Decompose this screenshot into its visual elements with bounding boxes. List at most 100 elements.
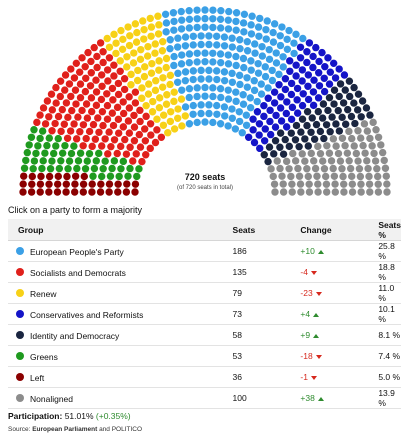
seat-dot[interactable] — [266, 106, 274, 115]
seat-dot[interactable] — [251, 49, 259, 57]
seat-dot[interactable] — [123, 63, 131, 71]
seat-dot[interactable] — [303, 58, 311, 67]
seat-dot[interactable] — [174, 105, 182, 113]
seat-dot[interactable] — [170, 52, 178, 61]
seat-dot[interactable] — [147, 69, 156, 77]
seat-dot[interactable] — [239, 19, 248, 27]
seat-dot[interactable] — [216, 85, 225, 93]
seat-dot[interactable] — [313, 172, 321, 180]
seat-dot[interactable] — [145, 80, 153, 88]
seat-dot[interactable] — [307, 149, 315, 158]
seat-dot[interactable] — [298, 101, 307, 110]
seat-dot[interactable] — [288, 180, 296, 188]
seat-dot[interactable] — [110, 136, 119, 144]
seat-dot[interactable] — [193, 49, 201, 57]
seat-dot[interactable] — [324, 106, 332, 115]
seat-dot[interactable] — [197, 66, 205, 75]
seat-dot[interactable] — [276, 32, 284, 40]
seat-dot[interactable] — [119, 123, 128, 131]
seat-dot[interactable] — [52, 83, 60, 92]
seat-dot[interactable] — [310, 76, 318, 84]
seat-dot[interactable] — [119, 35, 127, 44]
seat-dot[interactable] — [235, 117, 244, 126]
seat-dot[interactable] — [322, 188, 331, 196]
seat-dot[interactable] — [146, 120, 155, 128]
seat-dot[interactable] — [159, 111, 168, 119]
seat-dot[interactable] — [343, 149, 352, 157]
seat-dot[interactable] — [72, 59, 81, 68]
seat-dot[interactable] — [148, 108, 157, 116]
seat-dot[interactable] — [299, 34, 307, 43]
seat-dot[interactable] — [314, 188, 322, 196]
seat-dot[interactable] — [20, 164, 29, 172]
seat-dot[interactable] — [178, 122, 186, 130]
seat-dot[interactable] — [83, 157, 91, 165]
seat-dot[interactable] — [130, 49, 138, 57]
seat-dot[interactable] — [281, 85, 290, 94]
seat-dot[interactable] — [193, 92, 201, 101]
seat-dot[interactable] — [173, 78, 182, 86]
seat-dot[interactable] — [266, 130, 275, 139]
seat-dot[interactable] — [19, 188, 27, 196]
seat-dot[interactable] — [94, 114, 102, 122]
seat-dot[interactable] — [348, 180, 357, 188]
seat-dot[interactable] — [209, 118, 217, 127]
seat-dot[interactable] — [141, 125, 149, 133]
seat-dot[interactable] — [107, 142, 115, 151]
seat-dot[interactable] — [64, 113, 72, 122]
seat-dot[interactable] — [166, 71, 175, 80]
seat-dot[interactable] — [27, 133, 36, 141]
seat-dot[interactable] — [315, 69, 323, 77]
seat-dot[interactable] — [298, 115, 307, 123]
seat-dot[interactable] — [323, 142, 331, 150]
seat-dot[interactable] — [261, 63, 269, 71]
seat-dot[interactable] — [374, 188, 383, 196]
seat-dot[interactable] — [213, 41, 221, 49]
seat-dot[interactable] — [54, 112, 63, 121]
seat-dot[interactable] — [147, 32, 155, 40]
seat-dot[interactable] — [22, 156, 30, 165]
seat-dot[interactable] — [92, 76, 100, 84]
seat-dot[interactable] — [228, 105, 236, 113]
seat-dot[interactable] — [130, 137, 139, 145]
seat-dot[interactable] — [314, 107, 322, 116]
seat-dot[interactable] — [231, 125, 240, 133]
seat-dot[interactable] — [114, 180, 122, 188]
seat-dot[interactable] — [19, 172, 28, 180]
seat-dot[interactable] — [174, 34, 182, 42]
seat-dot[interactable] — [87, 57, 95, 66]
seat-dot[interactable] — [85, 127, 94, 136]
seat-dot[interactable] — [329, 59, 338, 68]
seat-dot[interactable] — [212, 32, 221, 40]
seat-dot[interactable] — [225, 7, 233, 16]
seat-dot[interactable] — [201, 92, 209, 100]
seat-dot[interactable] — [148, 59, 156, 68]
seat-dot[interactable] — [232, 61, 240, 70]
seat-dot[interactable] — [33, 118, 41, 127]
seat-dot[interactable] — [287, 172, 295, 181]
seat-dot[interactable] — [177, 25, 186, 33]
seat-dot[interactable] — [103, 90, 111, 98]
seat-dot[interactable] — [246, 104, 255, 112]
seat-dot[interactable] — [363, 127, 372, 135]
seat-dot[interactable] — [293, 109, 302, 117]
seat-dot[interactable] — [159, 74, 167, 82]
seat-dot[interactable] — [260, 151, 268, 159]
seat-dot[interactable] — [281, 75, 290, 83]
seat-dot[interactable] — [105, 128, 113, 136]
seat-dot[interactable] — [235, 71, 244, 80]
seat-dot[interactable] — [339, 99, 348, 107]
seat-dot[interactable] — [181, 112, 189, 120]
seat-dot[interactable] — [178, 16, 186, 24]
seat-dot[interactable] — [220, 42, 229, 50]
seat-dot[interactable] — [81, 87, 90, 96]
seat-dot[interactable] — [185, 15, 194, 24]
seat-dot[interactable] — [209, 92, 217, 101]
seat-dot[interactable] — [216, 15, 225, 24]
seat-dot[interactable] — [359, 141, 367, 150]
seat-dot[interactable] — [288, 188, 296, 196]
seat-dot[interactable] — [170, 125, 179, 133]
seat-dot[interactable] — [325, 80, 334, 88]
seat-dot[interactable] — [291, 136, 300, 144]
seat-dot[interactable] — [282, 109, 291, 118]
